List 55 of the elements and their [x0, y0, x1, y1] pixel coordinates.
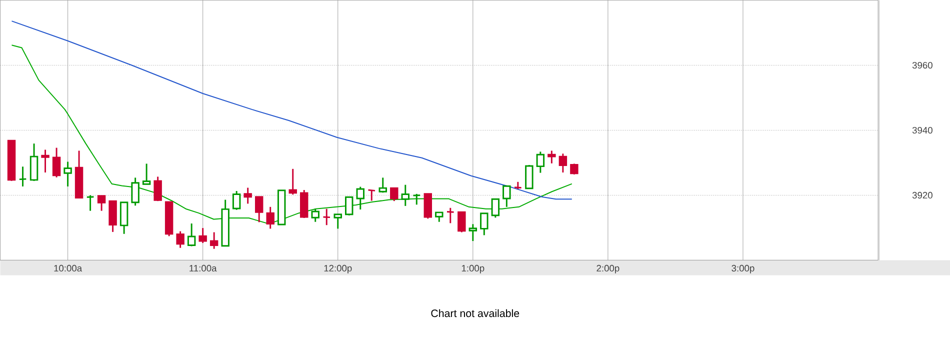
candlestick: [41, 148, 50, 174]
candlestick: [288, 168, 297, 196]
candlestick: [154, 176, 162, 202]
candlestick: [491, 198, 500, 218]
candlestick: [435, 212, 444, 223]
candlestick: [356, 186, 364, 210]
y-tick-label: 3920: [912, 192, 932, 198]
x-tick-label: 1:00p: [462, 264, 484, 274]
y-tick-label: 3940: [912, 126, 932, 134]
candlestick: [86, 194, 94, 212]
line-series: [11, 20, 572, 200]
candlestick: [570, 162, 578, 176]
candlestick: [368, 189, 376, 202]
candlestick: [210, 231, 218, 250]
candlestick: [446, 207, 455, 224]
candlestick: [131, 176, 140, 206]
candlestick: [401, 184, 410, 207]
candlestick: [64, 160, 72, 188]
candlestick: [468, 223, 478, 242]
candlestick: [108, 200, 117, 233]
candlestick: [558, 152, 568, 174]
candlestick: [345, 196, 354, 216]
x-tick-label: 3:00p: [732, 264, 754, 274]
candlestick: [142, 162, 151, 185]
candlestick: [244, 186, 252, 204]
candlestick: [502, 185, 511, 208]
candlestick: [97, 195, 106, 212]
text: Chart not available: [431, 309, 520, 318]
candlestick: [412, 193, 421, 206]
candlestick: [536, 150, 545, 174]
candlestick: [30, 142, 38, 182]
candlestick: [458, 211, 466, 233]
candlestick: [176, 230, 184, 249]
x-tick-label: 11:00a: [190, 264, 217, 272]
candlestick: [525, 164, 534, 190]
candlestick: [18, 166, 27, 188]
candlestick: [266, 206, 274, 230]
candlestick: [424, 193, 432, 220]
candlestick: [198, 227, 207, 244]
candlestick: [232, 190, 241, 210]
x-tick-label: 12:00p: [324, 264, 352, 274]
candlestick: [120, 202, 128, 235]
candlestick: [378, 176, 387, 194]
candlestick: [334, 214, 342, 230]
candlestick: [322, 208, 331, 226]
y-tick-label: 3960: [912, 62, 932, 68]
candlestick: [254, 196, 264, 223]
candlestick: [480, 212, 488, 236]
x-tick-label: 2:00p: [596, 264, 620, 274]
candlestick: [52, 146, 61, 178]
x-tick-label: 10:00a: [54, 264, 82, 272]
candlestick: [187, 222, 196, 247]
candlestick: [548, 150, 556, 164]
candlestick: [311, 208, 320, 223]
candlestick: [390, 187, 398, 202]
